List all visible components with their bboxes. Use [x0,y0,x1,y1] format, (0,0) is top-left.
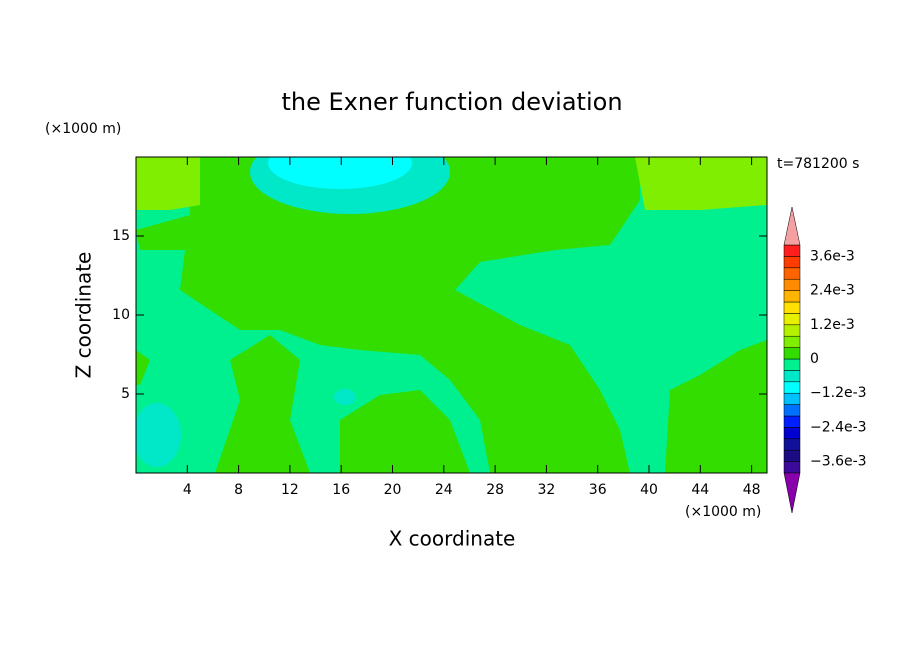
contour-region [215,335,310,473]
contour-region [136,157,640,473]
colorbar-bin [783,381,801,394]
colorbar-tick-label: −1.2e-3 [810,385,867,401]
colorbar-bin [783,461,801,474]
colorbar-bin [783,244,801,257]
x-tick-label: 40 [640,482,658,498]
x-tick-label: 20 [384,482,402,498]
colorbar-bin [783,392,801,405]
colorbar-tick-label: −3.6e-3 [810,454,867,470]
colorbar-tick-label: 2.4e-3 [810,283,855,299]
x-tick-label: 24 [435,482,453,498]
colorbar-bin [783,404,801,417]
contour-region [340,390,470,473]
contour-region [665,340,767,473]
colorbar-bin [783,347,801,360]
x-tick-label: 28 [486,482,504,498]
colorbar-bin [783,256,801,269]
colorbar-tick-label: 3.6e-3 [810,248,855,264]
x-axis-title: X coordinate [389,527,516,551]
colorbar-bin [783,278,801,291]
colorbar-bin [783,438,801,451]
colorbar-over [783,206,801,246]
colorbar-bin [783,449,801,462]
colorbar-bin [783,427,801,440]
y-unit: (×1000 m) [45,121,121,137]
colorbar-bin [783,267,801,280]
colorbar-bin [783,313,801,326]
y-tick-label: 10 [112,307,130,323]
colorbar-tick-label: 1.2e-3 [810,317,855,333]
contour-field [136,157,767,473]
colorbar-bin [783,324,801,337]
colorbar-bin [783,358,801,371]
contour-region [334,389,356,405]
colorbar-bin [783,301,801,314]
x-tick-label: 32 [537,482,555,498]
x-unit: (×1000 m) [685,504,761,520]
time-annotation: t=781200 s [777,156,859,172]
x-tick-label: 4 [183,482,192,498]
y-tick-label: 5 [121,386,130,402]
contour-region [268,157,412,189]
colorbar-bin [783,415,801,428]
colorbar-bin [783,335,801,348]
colorbar-tick-label: 0 [810,351,819,367]
x-tick-label: 44 [691,482,709,498]
colorbar-bin [783,370,801,383]
x-tick-label: 48 [743,482,761,498]
x-tick-label: 36 [589,482,607,498]
contour-region [136,350,150,385]
x-tick-label: 12 [281,482,299,498]
x-tick-label: 8 [234,482,243,498]
contour-region [136,157,200,210]
y-axis-title: Z coordinate [72,252,96,379]
x-tick-label: 16 [332,482,350,498]
chart-title: the Exner function deviation [281,88,622,116]
contour-region [635,157,767,210]
y-tick-label: 15 [112,228,130,244]
colorbar-bin [783,290,801,303]
colorbar-under [783,472,801,514]
contour-region [136,403,181,467]
colorbar-tick-label: −2.4e-3 [810,419,867,435]
